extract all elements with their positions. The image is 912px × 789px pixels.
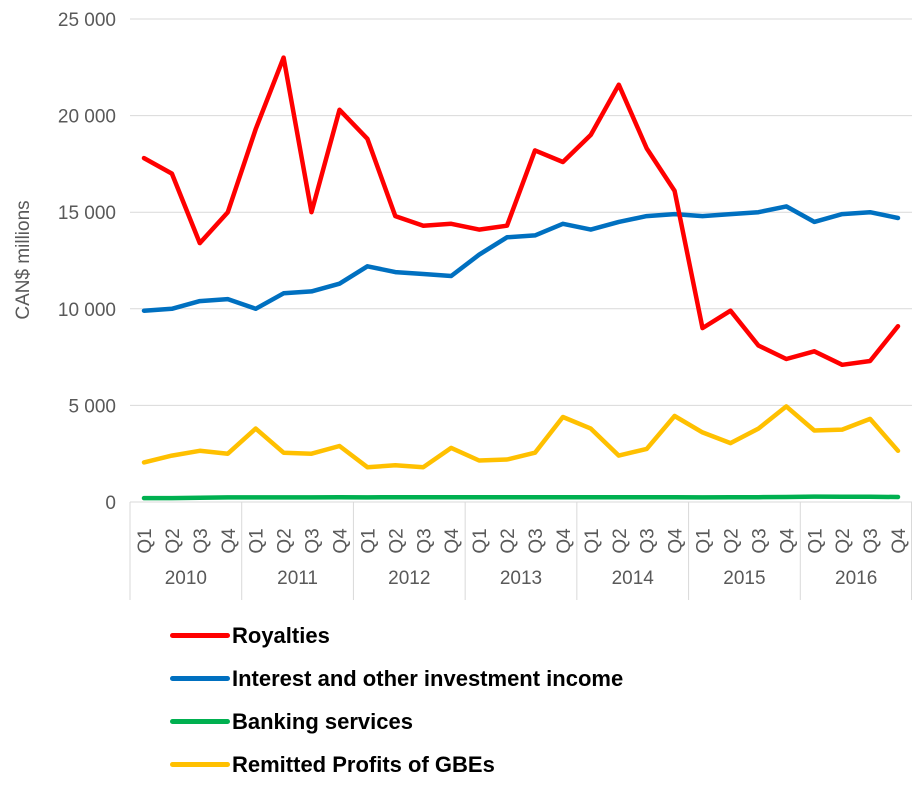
- quarter-tick-label: Q4: [219, 528, 240, 554]
- y-axis-label: CAN$ millions: [13, 200, 34, 319]
- legend-item: Interest and other investment income: [170, 657, 623, 700]
- quarter-tick-label: Q2: [275, 528, 296, 553]
- quarter-tick-label: Q4: [554, 528, 575, 554]
- quarter-tick-label: Q2: [163, 528, 184, 553]
- y-tick-label: 20 000: [58, 107, 116, 128]
- quarter-tick-label: Q2: [386, 528, 407, 553]
- quarter-tick-label: Q4: [442, 528, 463, 554]
- y-tick-label: 25 000: [58, 10, 116, 31]
- legend-item: Remitted Profits of GBEs: [170, 743, 623, 786]
- quarter-tick-label: Q3: [861, 528, 882, 553]
- quarter-tick-label: Q3: [526, 528, 547, 553]
- legend-swatch: [170, 719, 230, 724]
- quarter-tick-label: Q3: [638, 528, 659, 553]
- quarter-tick-label: Q4: [889, 528, 910, 554]
- year-label: 2015: [723, 568, 765, 589]
- legend: Royalties Interest and other investment i…: [170, 614, 623, 786]
- quarter-tick-label: Q1: [694, 528, 715, 553]
- legend-label: Interest and other investment income: [232, 665, 624, 691]
- quarter-tick-label: Q4: [330, 528, 351, 554]
- year-label: 2014: [612, 568, 655, 589]
- quarter-tick-label: Q3: [749, 528, 770, 553]
- year-label: 2013: [500, 568, 542, 589]
- year-label: 2010: [165, 568, 207, 589]
- legend-item: Royalties: [170, 614, 623, 657]
- quarter-tick-label: Q3: [414, 528, 435, 553]
- line-chart: 0 5 000 10 000 15 000 20 000 25 000 CAN$ mill…: [13, 10, 912, 600]
- quarter-tick-label: Q2: [498, 528, 519, 553]
- quarter-tick-label: Q4: [666, 528, 687, 554]
- y-tick-label: 15 000: [58, 203, 116, 224]
- y-axis-ticks: 0 5 000 10 000 15 000 20 000 25 000: [58, 10, 116, 514]
- quarter-tick-label: Q2: [721, 528, 742, 553]
- y-tick-label: 10 000: [58, 300, 116, 321]
- quarter-tick-label: Q1: [582, 528, 603, 553]
- legend-item: Banking services: [170, 700, 623, 743]
- series-lines: [141, 55, 901, 501]
- quarter-tick-label: Q1: [358, 528, 379, 553]
- y-tick-label: 5 000: [68, 396, 116, 417]
- series-line-remitted-profits-of-gbes: [141, 404, 901, 470]
- year-label: 2016: [835, 568, 877, 589]
- quarter-tick-label: Q1: [135, 528, 156, 553]
- legend-label: Royalties: [232, 622, 330, 648]
- quarter-tick-label: Q3: [303, 528, 324, 553]
- quarter-tick-label: Q1: [805, 528, 826, 553]
- x-axis: Q1 Q2 Q3 Q4 Q1 Q2 Q3 Q4 Q1 Q2 Q3 Q4 Q1 Q2 Q3 Q4 Q1 Q2 Q3 Q4…: [129, 501, 912, 600]
- legend-swatch: [170, 676, 230, 681]
- quarter-tick-label: Q2: [833, 528, 854, 553]
- series-line-interest-and-other-investment-income: [141, 204, 901, 313]
- quarter-tick-label: Q3: [191, 528, 212, 553]
- series-line-banking-services: [141, 494, 901, 501]
- legend-label: Remitted Profits of GBEs: [232, 751, 495, 777]
- quarter-tick-label: Q1: [247, 528, 268, 553]
- legend-label: Banking services: [232, 708, 413, 734]
- quarter-tick-label: Q2: [610, 528, 631, 553]
- legend-swatch: [170, 762, 230, 767]
- legend-swatch: [170, 633, 230, 638]
- year-label: 2012: [388, 568, 430, 589]
- series-line-royalties: [141, 55, 901, 368]
- y-tick-label: 0: [105, 493, 116, 514]
- quarter-tick-label: Q1: [470, 528, 491, 553]
- year-label: 2011: [277, 568, 318, 589]
- quarter-tick-label: Q4: [777, 528, 798, 554]
